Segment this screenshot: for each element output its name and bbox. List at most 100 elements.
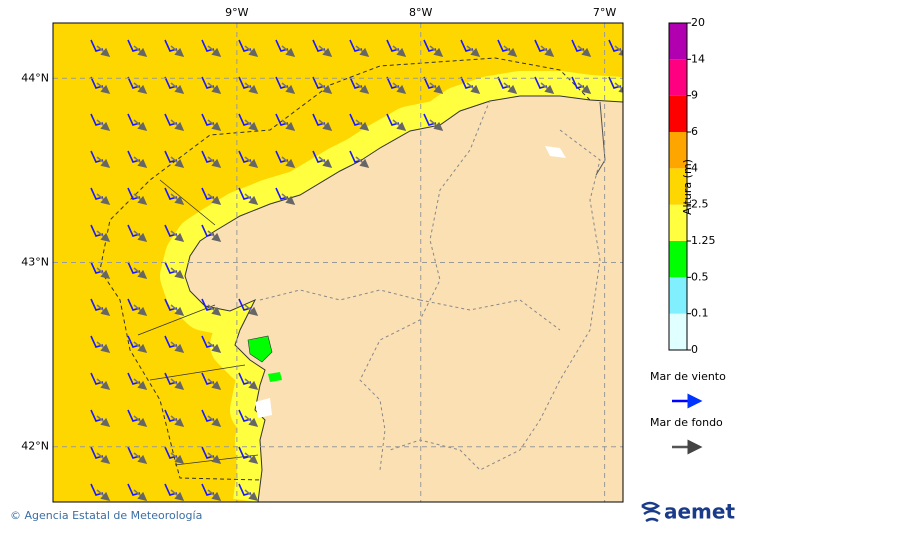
swell-arrow xyxy=(244,304,259,316)
swell-arrow xyxy=(281,156,296,168)
swell-arrow xyxy=(96,341,111,353)
swell-arrow xyxy=(244,45,259,57)
swell-arrow xyxy=(170,230,185,242)
ria-patch xyxy=(545,146,566,158)
colorbar-tick-label: 6 xyxy=(691,125,698,138)
colorbar-tick-label: 9 xyxy=(691,89,698,102)
swell-arrow xyxy=(96,415,111,427)
swell-arrow xyxy=(207,304,222,316)
swell-arrow xyxy=(170,119,185,131)
province-borders xyxy=(259,99,601,471)
swell-arrow xyxy=(355,82,370,94)
swell-arrow xyxy=(318,82,333,94)
legend-label: Mar de viento xyxy=(650,370,726,383)
map-axes: 9°W 8°W 7°W 44°N 43°N 42°N xyxy=(21,6,616,453)
swell-arrow xyxy=(244,193,259,205)
swell-arrow xyxy=(207,452,222,464)
swell-arrow xyxy=(429,45,444,57)
swell-arrow xyxy=(96,156,111,168)
logo: aemet xyxy=(641,500,735,524)
lon-tick-label: 9°W xyxy=(225,6,248,19)
colorbar: 0 0.1 0.5 1.25 2.5 4 6 9 14 20 xyxy=(668,16,716,356)
swell-arrow xyxy=(133,119,148,131)
swell-arrow xyxy=(244,119,259,131)
lat-tick-label: 42°N xyxy=(21,440,49,453)
swell-arrow xyxy=(318,156,333,168)
colorbar-frame xyxy=(668,22,688,351)
colorbar-tick-label: 4 xyxy=(691,161,698,174)
swell-arrow xyxy=(170,193,185,205)
map xyxy=(53,23,623,502)
zone-divisions xyxy=(137,179,259,466)
swell-arrow xyxy=(355,45,370,57)
credit: © Agencia Estatal de Meteorología xyxy=(10,509,202,522)
swell-arrow xyxy=(170,415,185,427)
swell-arrow xyxy=(244,156,259,168)
graticule xyxy=(53,23,623,502)
swell-arrow xyxy=(207,489,222,501)
colorbar-tick-label: 0.1 xyxy=(691,307,709,320)
swell-arrow xyxy=(244,452,259,464)
colorbar-tick-label: 1.25 xyxy=(691,234,716,247)
colorbar-segment xyxy=(669,95,687,132)
colorbar-segment xyxy=(669,204,687,241)
colorbar-segment xyxy=(669,313,687,350)
swell-arrow xyxy=(318,119,333,131)
ria-patch xyxy=(247,335,273,363)
lon-tick-label: 7°W xyxy=(593,6,616,19)
swell-arrow xyxy=(170,45,185,57)
swell-arrow xyxy=(96,82,111,94)
swell-arrow xyxy=(244,82,259,94)
swell-arrow xyxy=(170,304,185,316)
swell-arrow xyxy=(96,193,111,205)
swell-arrow xyxy=(133,452,148,464)
swell-arrow xyxy=(281,193,296,205)
swell-arrow xyxy=(96,378,111,390)
swell-arrow xyxy=(207,341,222,353)
swell-arrow xyxy=(503,82,518,94)
swell-arrow xyxy=(170,156,185,168)
legend: Mar de viento Mar de fondo xyxy=(650,370,726,455)
lon-tick-label: 8°W xyxy=(409,6,432,19)
logo-text: aemet xyxy=(664,500,735,524)
colorbar-tick-label: 0.5 xyxy=(691,270,709,283)
swell-arrow xyxy=(207,119,222,131)
swell-arrow xyxy=(96,452,111,464)
swell-arrow xyxy=(614,45,623,57)
swell-arrow xyxy=(466,82,481,94)
swell-arrow xyxy=(170,452,185,464)
legend-label: Mar de fondo xyxy=(650,416,723,429)
swell-arrow xyxy=(133,415,148,427)
swell-arrow xyxy=(207,230,222,242)
swell-arrow xyxy=(133,267,148,279)
swell-arrow xyxy=(133,378,148,390)
ria-patch xyxy=(268,372,282,382)
swell-arrow xyxy=(281,45,296,57)
swell-arrow xyxy=(244,415,259,427)
swell-arrow xyxy=(207,193,222,205)
swell-arrow xyxy=(429,82,444,94)
colorbar-tick-label: 0 xyxy=(691,343,698,356)
colorbar-tick-label: 14 xyxy=(691,52,705,65)
swell-arrow xyxy=(133,156,148,168)
lat-tick-label: 43°N xyxy=(21,256,49,269)
swell-arrow xyxy=(577,45,592,57)
swell-arrow xyxy=(170,82,185,94)
swell-arrow xyxy=(133,230,148,242)
swell-arrow xyxy=(96,119,111,131)
swell-arrow xyxy=(540,45,555,57)
zone-outline xyxy=(99,57,591,481)
swell-arrow xyxy=(207,156,222,168)
colorbar-segment xyxy=(669,132,687,169)
swell-arrow xyxy=(355,156,370,168)
swell-arrow xyxy=(577,82,592,94)
swell-arrow xyxy=(96,45,111,57)
swell-arrow xyxy=(133,193,148,205)
swell-arrow xyxy=(244,378,259,390)
swell-arrow xyxy=(133,45,148,57)
colorbar-segment xyxy=(669,277,687,314)
swell-arrow xyxy=(133,82,148,94)
colorbar-label: Altura (m) xyxy=(681,159,694,215)
colorbar-segment xyxy=(669,59,687,96)
